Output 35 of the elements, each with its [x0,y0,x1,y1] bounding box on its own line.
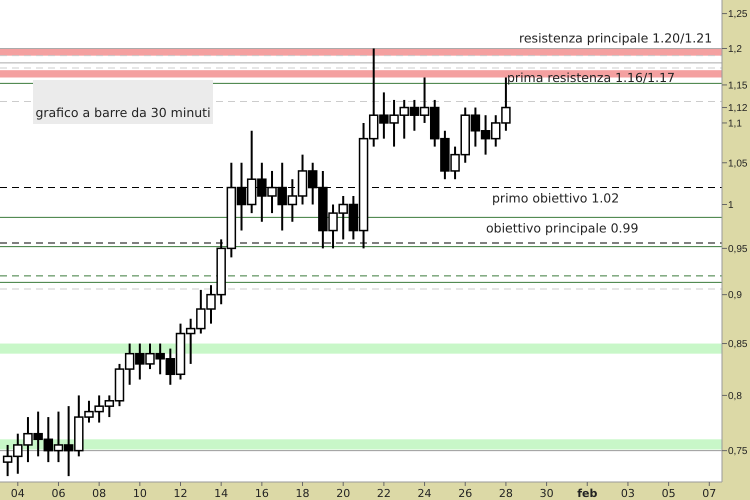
x-tick-label: 14 [214,487,228,500]
y-tick-label: 1 [728,200,734,211]
x-tick-label: 24 [418,487,432,500]
y-tick-label: 1,05 [728,158,748,170]
x-tick-label: 18 [296,487,310,500]
y-tick-label: 0,95 [728,244,748,255]
x-tick-label: 10 [132,487,147,500]
x-tick-label: 30 [540,487,554,500]
annotation: grafico a barre da 30 minuti [35,105,211,120]
x-tick-label: 06 [51,487,66,500]
band-label: prima resistenza 1.16/1.17 [507,70,675,86]
y-tick-label: 1,25 [728,9,748,20]
y-tick-label: 0,9 [728,290,742,302]
y-tick-label: 0,85 [728,339,748,350]
y-tick-label: 1,15 [728,80,748,92]
y-tick-label: 1,12 [728,103,748,114]
ref-line-label: obiettivo principale 0.99 [486,220,638,236]
band-label: resistenza principale 1.20/1.21 [519,30,712,46]
x-tick-label: 22 [376,487,391,500]
x-tick-label: feb [577,487,598,500]
x-tick-label: 26 [458,487,472,500]
x-tick-label: 07 [702,487,716,500]
x-tick-label: 12 [174,487,188,500]
x-tick-label: 16 [254,487,269,500]
x-tick-label: 03 [620,487,635,500]
x-tick-label: 28 [498,487,513,500]
x-tick-label: 04 [10,487,25,500]
x-tick-label: 08 [92,487,106,500]
y-tick-label: 0,75 [728,446,748,458]
x-tick-label: 20 [336,487,350,500]
y-tick-label: 1,1 [728,118,742,130]
y-tick-label: 1,2 [728,44,742,56]
x-tick-label: 05 [662,487,676,500]
ref-line-label: primo obiettivo 1.02 [492,190,620,206]
y-tick-label: 0,8 [728,390,742,402]
